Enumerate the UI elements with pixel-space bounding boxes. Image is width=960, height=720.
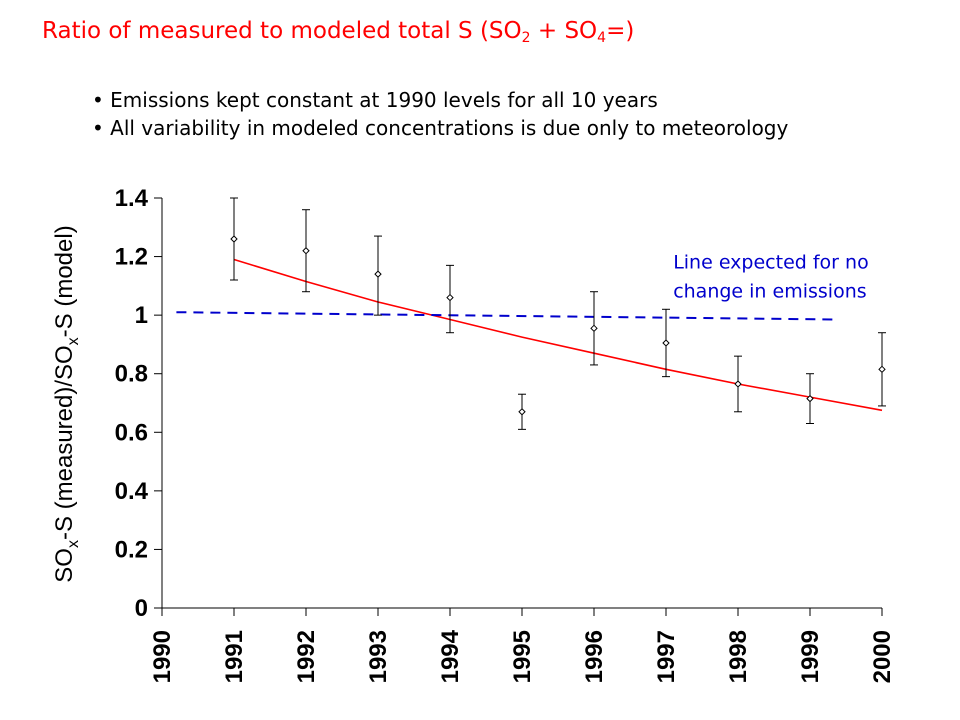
y-tick-label: 0 xyxy=(135,595,148,622)
x-tick-label: 1996 xyxy=(581,630,608,683)
data-point xyxy=(374,270,382,278)
y-label-sub-2: x xyxy=(65,337,82,345)
data-point xyxy=(734,380,742,388)
data-points-group xyxy=(230,197,886,430)
data-point xyxy=(878,365,886,374)
y-tick-label: 0.2 xyxy=(115,536,148,563)
title-prefix: Ratio of measured to modeled total S (SO xyxy=(42,18,522,44)
y-label-part-2: -S (measured)/SO xyxy=(51,345,78,540)
title-mid: + SO xyxy=(530,18,598,44)
y-tick-label: 1.4 xyxy=(115,185,149,212)
x-tick-label: 1997 xyxy=(653,630,680,683)
bullet-list: Emissions kept constant at 1990 levels f… xyxy=(92,86,788,142)
trend-line xyxy=(233,258,883,412)
data-point xyxy=(230,235,238,243)
y-tick-label: 0.4 xyxy=(115,478,149,505)
x-tick-label: 1998 xyxy=(725,630,752,683)
bullet-variability-meteorology: All variability in modeled concentration… xyxy=(92,114,788,142)
y-tick-label: 1 xyxy=(135,302,148,329)
red-trend-curve-group xyxy=(233,258,883,412)
x-axis-ticks: 1990 1991 1992 1993 1994 1995 1996 1997 1998 1999… xyxy=(149,608,896,683)
annotation-group: Line expected for no change in emissions xyxy=(673,251,869,302)
bullet-emissions-constant: Emissions kept constant at 1990 levels f… xyxy=(92,86,788,114)
annotation-line: Line expected for no xyxy=(673,251,869,273)
data-point xyxy=(662,339,670,347)
y-label-part-3: -S (model) xyxy=(51,225,78,337)
title-subscript-2: 2 xyxy=(521,30,531,46)
x-tick-label: 2000 xyxy=(869,630,896,683)
data-point xyxy=(590,324,598,333)
y-tick-label: 0.6 xyxy=(115,419,148,446)
data-point xyxy=(806,394,814,403)
title-subscript-4: 4 xyxy=(597,30,607,46)
y-tick-label: 1.2 xyxy=(115,244,148,271)
x-tick-label: 1992 xyxy=(293,630,320,683)
no-change-line-group xyxy=(176,311,836,321)
x-tick-label: 1990 xyxy=(149,630,176,683)
slide-title: Ratio of measured to modeled total S (SO… xyxy=(42,18,635,46)
x-tick-label: 1995 xyxy=(509,630,536,683)
x-tick-label: 1994 xyxy=(437,629,464,683)
y-label-part-1: SO xyxy=(51,548,78,583)
y-label-sub-1: x xyxy=(65,540,82,548)
data-point xyxy=(446,293,454,302)
y-axis-label: SOx-S (measured)/SOx-S (model) xyxy=(51,225,82,582)
title-suffix: =) xyxy=(606,18,635,44)
expected-no-change-line xyxy=(176,311,836,321)
data-point xyxy=(518,408,526,416)
x-tick-label: 1991 xyxy=(221,630,248,683)
data-point xyxy=(302,247,310,255)
annotation-line: change in emissions xyxy=(673,280,866,302)
y-axis-ticks: 0 0.2 0.4 0.6 0.8 1 1.2 1.4 xyxy=(115,185,162,622)
y-tick-label: 0.8 xyxy=(115,361,148,388)
x-tick-label: 1999 xyxy=(797,630,824,683)
x-tick-label: 1993 xyxy=(365,630,392,683)
